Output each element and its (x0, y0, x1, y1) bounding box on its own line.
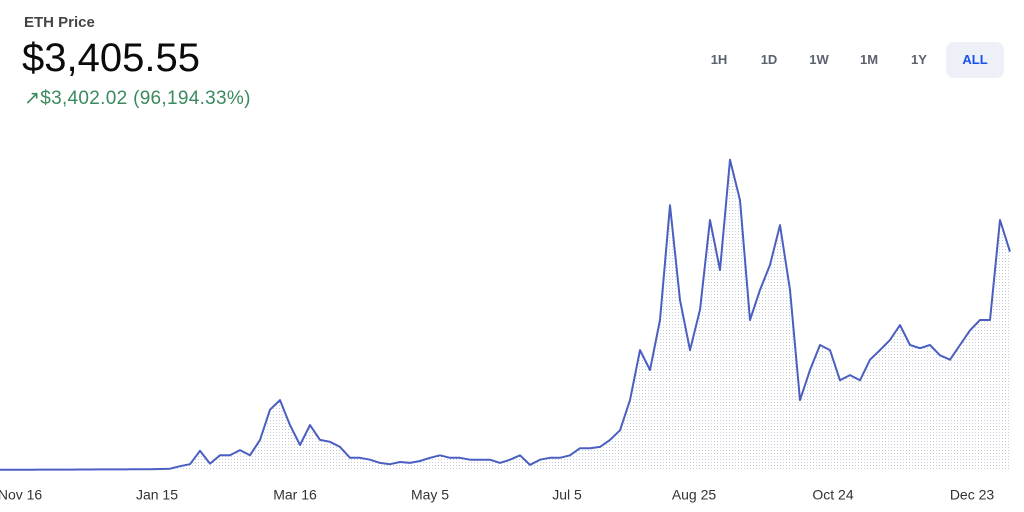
range-button[interactable]: 1W (809, 52, 829, 67)
range-button[interactable]: ALL (946, 42, 1004, 78)
change-pct: (96,194.33%) (133, 88, 251, 109)
asset-label: ETH Price (24, 14, 95, 31)
change-value: $3,402.02 (40, 88, 128, 109)
arrow-icon: ↗ (24, 88, 41, 109)
x-tick-label: Oct 24 (812, 487, 853, 503)
x-tick-label: Mar 16 (273, 487, 317, 503)
x-tick-label: Aug 25 (672, 487, 717, 503)
range-buttons: 1H 1D 1W 1M 1Y ALL (696, 42, 1004, 78)
x-tick-label: Jan 15 (136, 487, 178, 503)
range-button[interactable]: 1M (859, 52, 879, 67)
range-button[interactable]: 1Y (911, 52, 927, 67)
x-tick-label: Jul 5 (552, 487, 582, 503)
price: $3,405.55 (22, 36, 200, 80)
range-button[interactable]: 1D (760, 52, 778, 67)
price-line (0, 158, 1011, 471)
x-tick-label: Nov 16 (0, 487, 42, 503)
range-button[interactable]: 1H (710, 52, 728, 67)
area-fill (0, 159, 1010, 471)
change: ↗$3,402.02 (96,194.33%) (24, 87, 251, 110)
x-tick-label: May 5 (411, 487, 449, 503)
x-tick-label: Dec 23 (950, 487, 995, 503)
